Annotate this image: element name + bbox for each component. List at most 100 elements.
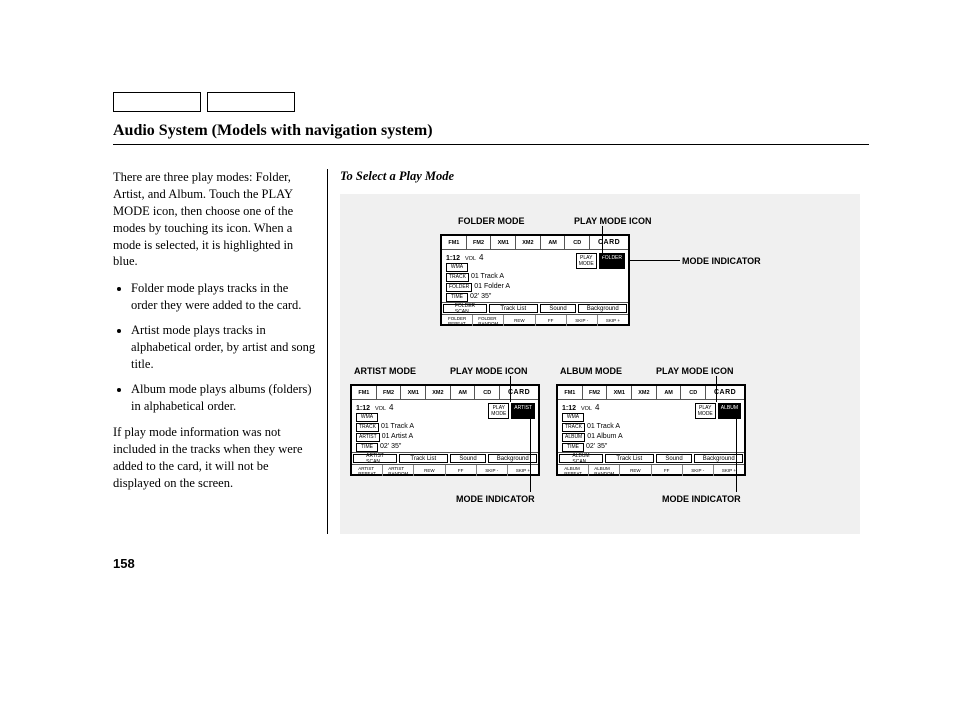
- band-xm1[interactable]: XM1: [607, 386, 632, 399]
- callout-play-mode-icon: PLAY MODE ICON: [656, 366, 734, 376]
- ff-button[interactable]: FF: [652, 465, 683, 476]
- header-box-2: [207, 92, 295, 112]
- elapsed: 02' 35": [586, 443, 607, 450]
- repeat-button[interactable]: FOLDER REPEAT: [442, 315, 473, 326]
- leader-line: [530, 410, 531, 492]
- band-fm2[interactable]: FM2: [377, 386, 402, 399]
- band-am[interactable]: AM: [541, 236, 566, 249]
- time-tag: TIME: [356, 443, 378, 452]
- page-title: Audio System (Models with navigation sys…: [113, 122, 869, 145]
- clock: 1:12: [562, 405, 576, 412]
- band-xm1[interactable]: XM1: [401, 386, 426, 399]
- callout-mode-indicator: MODE INDICATOR: [682, 256, 761, 266]
- folder-text: 01 Folder A: [474, 283, 510, 290]
- diagram-column: To Select a Play Mode FM1 FM2 XM1 XM2 AM…: [340, 169, 869, 534]
- track-text: 01 Track A: [471, 273, 504, 280]
- track-list-button[interactable]: Track List: [399, 454, 448, 463]
- band-fm2[interactable]: FM2: [583, 386, 608, 399]
- leader-line: [716, 376, 717, 402]
- band-xm2[interactable]: XM2: [632, 386, 657, 399]
- background-button[interactable]: Background: [578, 304, 627, 313]
- mode-indicator-artist[interactable]: ARTIST: [511, 403, 535, 419]
- skip-back-button[interactable]: SKIP -: [477, 465, 508, 476]
- leader-line: [602, 226, 603, 256]
- mode-bullet-list: Folder mode plays tracks in the order th…: [113, 280, 317, 414]
- wma-tag: WMA: [356, 413, 378, 422]
- manual-page: Audio System (Models with navigation sys…: [113, 92, 869, 534]
- elapsed: 02' 35": [470, 293, 491, 300]
- track-list-button[interactable]: Track List: [489, 304, 538, 313]
- callout-play-mode-icon: PLAY MODE ICON: [574, 216, 652, 226]
- intro-paragraph: There are three play modes: Folder, Arti…: [113, 169, 317, 270]
- band-cd[interactable]: CD: [565, 236, 590, 249]
- sound-button[interactable]: Sound: [450, 454, 487, 463]
- wma-tag: WMA: [562, 413, 584, 422]
- artist-tag: ARTIST: [356, 433, 380, 442]
- skip-back-button[interactable]: SKIP -: [567, 315, 598, 326]
- play-mode-button[interactable]: PLAY MODE: [488, 403, 509, 419]
- band-xm1[interactable]: XM1: [491, 236, 516, 249]
- ff-button[interactable]: FF: [446, 465, 477, 476]
- repeat-button[interactable]: ALBUM REPEAT: [558, 465, 589, 476]
- album-text: 01 Album A: [587, 433, 622, 440]
- random-button[interactable]: ARTIST RANDOM: [383, 465, 414, 476]
- track-list-button[interactable]: Track List: [605, 454, 654, 463]
- callout-mode-indicator: MODE INDICATOR: [662, 494, 741, 504]
- band-am[interactable]: AM: [451, 386, 476, 399]
- callout-mode-indicator: MODE INDICATOR: [456, 494, 535, 504]
- sound-button[interactable]: Sound: [540, 304, 577, 313]
- sound-button[interactable]: Sound: [656, 454, 693, 463]
- rew-button[interactable]: REW: [620, 465, 651, 476]
- album-tag: ALBUM: [562, 433, 585, 442]
- track-tag: TRACK: [562, 423, 585, 432]
- band-card[interactable]: CARD: [706, 386, 744, 399]
- skip-back-button[interactable]: SKIP -: [683, 465, 714, 476]
- band-cd[interactable]: CD: [681, 386, 706, 399]
- clock: 1:12: [446, 255, 460, 262]
- skip-fwd-button[interactable]: SKIP +: [508, 465, 538, 476]
- skip-fwd-button[interactable]: SKIP +: [598, 315, 628, 326]
- vol-label: VOL: [581, 406, 592, 412]
- play-mode-button[interactable]: PLAY MODE: [695, 403, 716, 419]
- band-xm2[interactable]: XM2: [426, 386, 451, 399]
- band-fm1[interactable]: FM1: [352, 386, 377, 399]
- bullet-artist-mode: Artist mode plays tracks in alphabetical…: [131, 322, 317, 373]
- track-text: 01 Track A: [587, 423, 620, 430]
- ff-button[interactable]: FF: [536, 315, 567, 326]
- track-tag: TRACK: [356, 423, 379, 432]
- diagram-heading: To Select a Play Mode: [340, 169, 869, 184]
- band-fm1[interactable]: FM1: [442, 236, 467, 249]
- page-number: 158: [113, 556, 135, 571]
- band-xm2[interactable]: XM2: [516, 236, 541, 249]
- repeat-button[interactable]: ARTIST REPEAT: [352, 465, 383, 476]
- track-text: 01 Track A: [381, 423, 414, 430]
- header-box-1: [113, 92, 201, 112]
- scan-button[interactable]: FOLDER SCAN: [443, 304, 487, 313]
- callout-play-mode-icon: PLAY MODE ICON: [450, 366, 528, 376]
- vol-value: 4: [595, 403, 599, 412]
- rew-button[interactable]: REW: [414, 465, 445, 476]
- callout-folder-mode: FOLDER MODE: [458, 216, 525, 226]
- band-am[interactable]: AM: [657, 386, 682, 399]
- play-mode-button[interactable]: PLAY MODE: [576, 253, 597, 269]
- rew-button[interactable]: REW: [504, 315, 535, 326]
- random-button[interactable]: FOLDER RANDOM: [473, 315, 504, 326]
- random-button[interactable]: ALBUM RANDOM: [589, 465, 620, 476]
- vol-label: VOL: [375, 406, 386, 412]
- leader-line: [510, 376, 511, 402]
- scan-button[interactable]: ALBUM SCAN: [559, 454, 603, 463]
- body-text-column: There are three play modes: Folder, Arti…: [113, 169, 327, 534]
- band-cd[interactable]: CD: [475, 386, 500, 399]
- wma-tag: WMA: [446, 263, 468, 272]
- band-card[interactable]: CARD: [590, 236, 628, 249]
- skip-fwd-button[interactable]: SKIP +: [714, 465, 744, 476]
- band-card[interactable]: CARD: [500, 386, 538, 399]
- bullet-album-mode: Album mode plays albums (folders) in alp…: [131, 381, 317, 415]
- band-fm2[interactable]: FM2: [467, 236, 492, 249]
- mode-indicator-album[interactable]: ALBUM: [718, 403, 741, 419]
- band-fm1[interactable]: FM1: [558, 386, 583, 399]
- callout-album-mode: ALBUM MODE: [560, 366, 622, 376]
- callout-artist-mode: ARTIST MODE: [354, 366, 416, 376]
- artist-text: 01 Artist A: [382, 433, 414, 440]
- scan-button[interactable]: ARTIST SCAN: [353, 454, 397, 463]
